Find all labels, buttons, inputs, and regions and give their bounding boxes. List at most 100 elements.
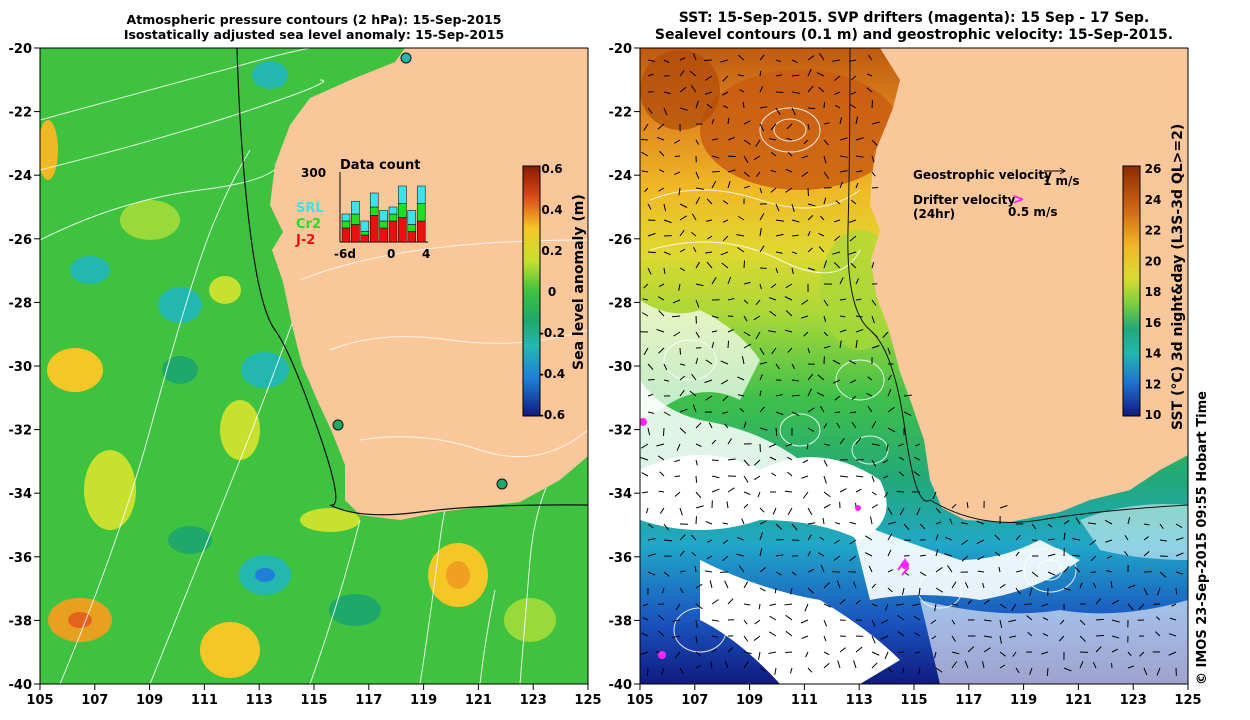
velocity-arrow bbox=[999, 651, 1006, 657]
velocity-arrow bbox=[801, 171, 809, 177]
velocity-arrow bbox=[1095, 598, 1102, 605]
y-tick-label: -32 bbox=[9, 424, 33, 439]
velocity-arrow bbox=[823, 491, 831, 498]
velocity-arrow bbox=[658, 347, 665, 354]
x-tick-label: 111 bbox=[191, 693, 218, 708]
velocity-arrow bbox=[807, 230, 811, 237]
velocity-arrow bbox=[818, 232, 825, 237]
velocity-arrow bbox=[674, 475, 681, 478]
velocity-arrow bbox=[692, 246, 697, 253]
velocity-arrow bbox=[855, 437, 862, 445]
velocity-arrow bbox=[695, 422, 702, 429]
geostrophic-arrow-head bbox=[1059, 167, 1066, 175]
velocity-arrow bbox=[737, 54, 745, 61]
velocity-arrow bbox=[689, 70, 697, 77]
velocity-arrow bbox=[802, 459, 809, 464]
velocity-arrow bbox=[855, 170, 863, 173]
velocity-arrow bbox=[819, 536, 825, 541]
velocity-arrow bbox=[816, 392, 825, 397]
velocity-arrow bbox=[916, 507, 921, 516]
inset-bar-j2 bbox=[416, 220, 426, 243]
velocity-arrow bbox=[711, 341, 715, 349]
colorbar-tick-label: -0.6 bbox=[539, 408, 565, 422]
colorbar-tick-label: -0.2 bbox=[539, 326, 565, 340]
velocity-arrow bbox=[695, 603, 703, 610]
velocity-arrow bbox=[1031, 571, 1039, 578]
velocity-arrow bbox=[742, 101, 745, 109]
inset-bar-cr2 bbox=[369, 206, 379, 216]
velocity-arrow bbox=[754, 459, 761, 466]
y-tick-label: -38 bbox=[609, 614, 633, 629]
velocity-arrow bbox=[951, 603, 959, 606]
velocity-arrow bbox=[834, 75, 841, 81]
velocity-arrow bbox=[880, 635, 889, 640]
velocity-arrow bbox=[727, 647, 734, 653]
velocity-arrow bbox=[704, 91, 713, 95]
velocity-arrow bbox=[743, 331, 751, 337]
velocity-arrow bbox=[775, 74, 783, 77]
geostrophic-scale: 1 m/s bbox=[1043, 174, 1080, 188]
velocity-arrow bbox=[884, 651, 889, 659]
velocity-arrow bbox=[720, 379, 729, 385]
velocity-arrow bbox=[1015, 587, 1021, 595]
velocity-arrow bbox=[801, 155, 809, 159]
velocity-arrow bbox=[711, 488, 720, 493]
y-tick-label: -28 bbox=[609, 296, 633, 311]
velocity-arrow bbox=[839, 298, 847, 301]
velocity-arrow bbox=[721, 262, 729, 269]
velocity-arrow bbox=[727, 169, 736, 173]
velocity-arrow bbox=[786, 123, 793, 130]
velocity-arrow bbox=[1104, 519, 1113, 525]
velocity-arrow bbox=[656, 443, 665, 447]
y-tick-label: -20 bbox=[9, 42, 33, 57]
velocity-arrow bbox=[930, 619, 937, 625]
velocity-arrow bbox=[737, 394, 745, 397]
velocity-arrow bbox=[759, 54, 765, 61]
velocity-arrow bbox=[871, 345, 880, 349]
velocity-arrow bbox=[951, 651, 960, 655]
velocity-arrow bbox=[791, 74, 800, 77]
velocity-arrow bbox=[961, 555, 969, 562]
velocity-arrow bbox=[759, 374, 763, 381]
velocity-arrow bbox=[849, 521, 857, 525]
velocity-arrow bbox=[711, 180, 717, 189]
velocity-arrow bbox=[695, 459, 698, 466]
velocity-arrow bbox=[818, 246, 825, 253]
velocity-arrow bbox=[791, 379, 799, 382]
velocity-arrow bbox=[656, 328, 665, 333]
y-tick-label: -36 bbox=[9, 551, 33, 566]
velocity-arrow bbox=[868, 565, 873, 573]
velocity-arrow bbox=[834, 411, 841, 414]
velocity-arrow bbox=[695, 139, 699, 145]
velocity-arrow bbox=[787, 471, 793, 477]
velocity-arrow bbox=[679, 389, 685, 397]
velocity-arrow bbox=[807, 68, 812, 77]
velocity-arrow bbox=[679, 408, 688, 413]
velocity-arrow bbox=[754, 475, 761, 481]
velocity-arrow bbox=[849, 104, 857, 109]
velocity-arrow bbox=[864, 535, 873, 541]
velocity-arrow bbox=[823, 345, 831, 349]
velocity-arrow bbox=[1090, 555, 1097, 562]
velocity-arrow bbox=[855, 116, 859, 125]
velocity-arrow bbox=[640, 457, 649, 461]
velocity-arrow bbox=[787, 347, 793, 353]
y-tick-label: -30 bbox=[9, 360, 33, 375]
velocity-arrow bbox=[791, 59, 798, 63]
velocity-arrow bbox=[709, 580, 713, 589]
velocity-arrow bbox=[1047, 553, 1056, 557]
x-tick-label: 107 bbox=[681, 693, 708, 708]
inset-x-label-end: 4 bbox=[422, 247, 430, 261]
velocity-arrow bbox=[934, 651, 937, 659]
velocity-arrow bbox=[674, 459, 681, 463]
velocity-arrow bbox=[1127, 665, 1135, 669]
velocity-arrow bbox=[691, 373, 697, 381]
velocity-arrow bbox=[759, 70, 762, 77]
velocity-arrow bbox=[823, 171, 830, 179]
velocity-arrow bbox=[785, 283, 793, 289]
velocity-arrow bbox=[883, 491, 889, 498]
velocity-arrow bbox=[887, 347, 891, 355]
australia-land-right bbox=[870, 48, 1188, 522]
velocity-arrow bbox=[849, 539, 857, 545]
velocity-arrow bbox=[823, 619, 828, 627]
